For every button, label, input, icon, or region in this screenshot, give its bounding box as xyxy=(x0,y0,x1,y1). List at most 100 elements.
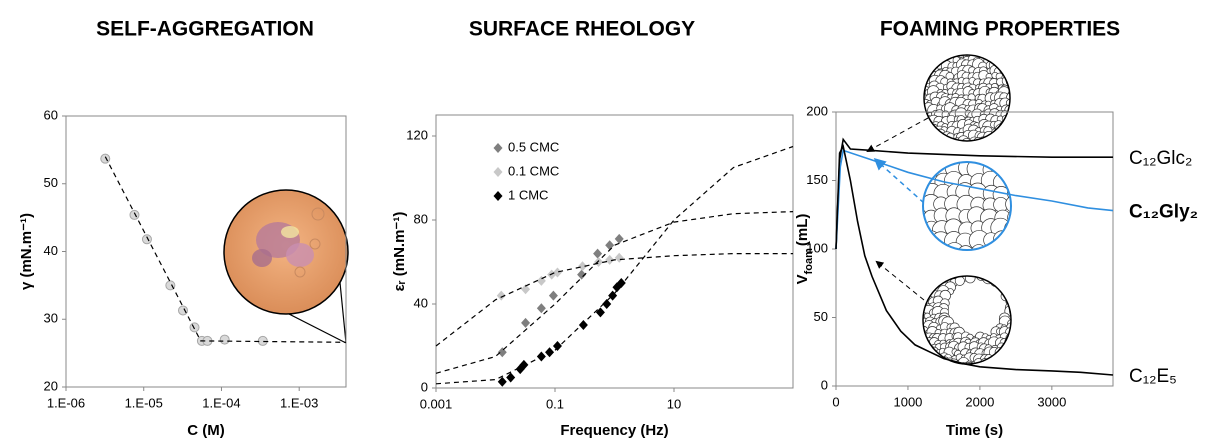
panel-title: SELF-AGGREGATION xyxy=(96,18,314,41)
bubble xyxy=(1011,71,1023,83)
panel-title: FOAMING PROPERTIES xyxy=(880,18,1120,41)
bubble xyxy=(923,276,934,282)
bubble xyxy=(924,93,925,105)
bubble xyxy=(1006,174,1011,191)
bubble xyxy=(929,55,940,60)
bubble xyxy=(983,44,994,55)
bubble xyxy=(932,162,950,166)
bubble xyxy=(923,276,930,284)
bubble xyxy=(924,143,933,152)
point xyxy=(219,334,230,345)
bubble xyxy=(1013,57,1022,66)
y-axis-label-part: foam xyxy=(803,248,815,275)
bubble xyxy=(1009,55,1010,60)
y-tick-label: 50 xyxy=(814,309,828,324)
foam-insets xyxy=(866,43,1023,374)
y-tick-label: 40 xyxy=(414,295,428,310)
bubble xyxy=(923,220,927,239)
bubble xyxy=(914,107,920,113)
bubble xyxy=(964,276,976,284)
bubble xyxy=(998,361,1011,364)
bubble xyxy=(916,138,923,145)
bubble xyxy=(996,277,1004,285)
bubble xyxy=(990,241,1011,250)
bubble xyxy=(946,143,957,154)
y-tick-label: 40 xyxy=(44,243,58,258)
bubble xyxy=(960,265,970,275)
bubble xyxy=(923,359,924,364)
point xyxy=(497,376,507,387)
bubble xyxy=(914,57,921,64)
bubble xyxy=(1009,343,1011,353)
bubble xyxy=(936,144,945,153)
bubble xyxy=(991,131,1001,141)
bubble xyxy=(924,55,930,61)
bubble xyxy=(1007,121,1010,129)
bubble xyxy=(1010,357,1011,364)
point xyxy=(605,240,615,251)
bubble xyxy=(967,43,977,53)
bubble xyxy=(955,365,964,374)
bubble xyxy=(923,162,939,168)
y-tick-label: 200 xyxy=(806,103,828,118)
bubble xyxy=(933,357,945,364)
bubble xyxy=(915,100,923,108)
bubble xyxy=(1009,86,1010,99)
bubble xyxy=(929,136,938,141)
bubble xyxy=(914,44,923,53)
bubble xyxy=(923,244,939,250)
bubble xyxy=(984,143,992,151)
bubble xyxy=(1010,292,1011,304)
bubble xyxy=(1008,346,1011,353)
y-tick-label: 20 xyxy=(44,378,58,393)
series-line xyxy=(835,149,1114,250)
bubble xyxy=(1010,304,1011,312)
bubble xyxy=(929,55,939,56)
bubble xyxy=(1013,339,1020,346)
y-tick-label: 50 xyxy=(44,175,58,190)
bubble xyxy=(1012,318,1020,326)
point xyxy=(552,267,562,278)
bubble xyxy=(1012,312,1020,320)
bubble xyxy=(942,363,954,364)
bubble xyxy=(924,55,933,65)
bubble xyxy=(913,90,920,97)
point xyxy=(141,234,152,245)
bubble xyxy=(1012,62,1020,70)
bubble xyxy=(1004,282,1011,291)
bubble xyxy=(999,280,1011,293)
point xyxy=(100,153,111,164)
point xyxy=(521,317,531,328)
bubble xyxy=(979,44,988,53)
bubble xyxy=(1012,353,1020,361)
bubble xyxy=(923,287,928,296)
x-tick-label: 1.E-06 xyxy=(47,395,85,410)
bubble xyxy=(915,51,924,60)
bubble xyxy=(1007,55,1010,66)
bubble xyxy=(967,143,978,154)
bubble xyxy=(994,43,1005,54)
bubble xyxy=(993,55,1006,60)
bubble xyxy=(991,276,1001,283)
x-tick-label: 2000 xyxy=(965,394,994,409)
bubble xyxy=(950,276,958,277)
bubble xyxy=(923,358,928,364)
bubble xyxy=(1004,287,1011,297)
bubble xyxy=(914,302,922,310)
fit-line xyxy=(435,253,793,347)
bubble xyxy=(1002,55,1010,60)
point xyxy=(578,261,588,272)
bubble xyxy=(1012,76,1023,87)
bubble xyxy=(1010,276,1011,289)
bubble xyxy=(989,142,1001,154)
point xyxy=(577,269,587,280)
bubble xyxy=(935,365,942,372)
bubble xyxy=(976,266,984,274)
bubble xyxy=(1002,242,1011,250)
bubble xyxy=(998,121,1010,133)
y-tick-label: 100 xyxy=(806,240,828,255)
x-tick-label: 3000 xyxy=(1037,394,1066,409)
legend-label: 1 CMC xyxy=(508,187,548,202)
y-tick-label: 0 xyxy=(421,379,428,394)
bubble xyxy=(994,354,1006,364)
